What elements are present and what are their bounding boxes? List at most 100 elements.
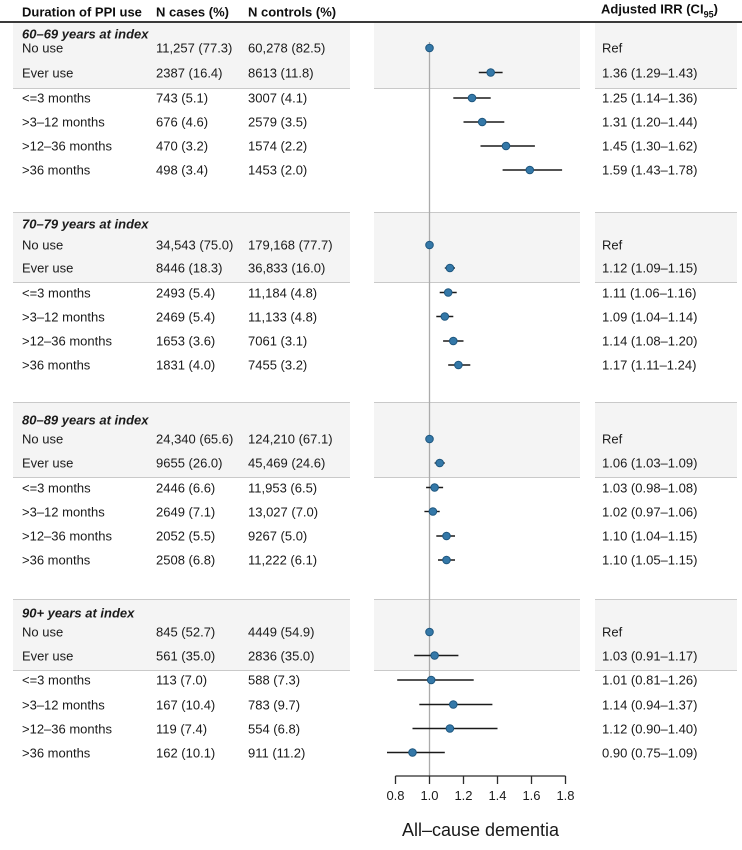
row-irr-value: 1.11 (1.06–1.16) (602, 285, 697, 300)
section-band (594, 23, 737, 88)
row-n-cases: 113 (7.0) (156, 672, 208, 688)
section-inner-rule (13, 87, 350, 89)
point-marker (449, 700, 458, 709)
section-top-rule (13, 402, 350, 403)
row-label-duration: No use (22, 40, 64, 56)
row-n-controls: 11,953 (6.5) (248, 480, 318, 495)
section-inner-rule (594, 477, 737, 478)
section-inner-rule (13, 282, 350, 283)
point-marker (428, 507, 438, 516)
section-inner-rule (594, 87, 737, 89)
row-n-cases: 2387 (16.4) (156, 65, 223, 80)
row-label-duration: >12–36 months (22, 138, 112, 154)
row-n-cases: 2508 (6.8) (156, 552, 216, 568)
section-band (373, 600, 580, 670)
row-n-cases: 9655 (26.0) (156, 455, 223, 471)
point-marker (443, 288, 453, 297)
row-irr-value: 1.25 (1.14–1.36) (602, 90, 698, 106)
x-axis-tick-label: 0.8 (386, 788, 404, 803)
row-label-duration: <=3 months (22, 672, 91, 688)
row-n-cases: 676 (4.6) (156, 114, 209, 130)
row-label-duration: >36 months (22, 357, 91, 373)
row-irr-value: 1.45 (1.30–1.62) (602, 138, 698, 154)
row-label-duration: >12–36 months (22, 333, 112, 349)
row-label-duration: >3–12 months (22, 309, 105, 324)
row-irr-value: Ref (602, 237, 623, 253)
section-title: 60–69 years at index (22, 26, 149, 41)
section-title: 80–89 years at index (22, 412, 149, 427)
row-n-controls: 783 (9.7) (248, 697, 301, 712)
section-band (594, 600, 737, 670)
header-n-controls: N controls (%) (248, 4, 337, 20)
section-inner-rule (13, 670, 350, 671)
section-band (373, 213, 580, 282)
row-label-duration: >36 months (22, 162, 91, 178)
row-irr-value: Ref (602, 431, 623, 447)
row-label-duration: Ever use (22, 65, 74, 80)
row-label-duration: <=3 months (22, 90, 91, 106)
header-duration: Duration of PPI use (22, 4, 142, 20)
row-n-controls: 36,833 (16.0) (248, 260, 326, 276)
section-title: 70–79 years at index (22, 216, 149, 231)
row-label-duration: Ever use (22, 648, 74, 663)
row-irr-value: 1.14 (1.08–1.20) (602, 333, 698, 349)
section-top-rule (594, 212, 737, 213)
row-n-controls: 1453 (2.0) (248, 162, 308, 178)
row-label-duration: >3–12 months (22, 504, 105, 519)
row-n-cases: 11,257 (77.3) (156, 40, 233, 56)
row-label-duration: No use (22, 431, 64, 447)
row-irr-value: 1.10 (1.04–1.15) (602, 528, 698, 544)
point-marker (408, 748, 417, 757)
row-irr-value: 1.02 (0.97–1.06) (602, 504, 698, 519)
row-irr-value: 1.14 (0.94–1.37) (602, 697, 698, 712)
point-marker (477, 117, 487, 127)
point-marker (467, 93, 477, 103)
row-n-controls: 13,027 (7.0) (248, 504, 319, 519)
point-marker (442, 555, 451, 565)
row-irr-value: 1.36 (1.29–1.43) (602, 65, 698, 80)
row-label-duration: >3–12 months (22, 697, 105, 712)
row-irr-value: 1.59 (1.43–1.78) (602, 162, 698, 178)
section-top-rule (373, 402, 580, 403)
row-label-duration: No use (22, 624, 64, 640)
row-n-controls: 2579 (3.5) (248, 114, 308, 130)
row-irr-value: Ref (602, 40, 623, 56)
row-irr-value: 1.10 (1.05–1.15) (602, 552, 698, 568)
row-n-cases: 8446 (18.3) (156, 260, 223, 276)
row-n-cases: 845 (52.7) (156, 624, 216, 640)
row-n-cases: 2649 (7.1) (156, 504, 216, 519)
row-n-controls: 11,222 (6.1) (248, 552, 318, 568)
section-inner-rule (373, 670, 580, 671)
row-n-controls: 8613 (11.8) (248, 65, 314, 80)
row-n-cases: 167 (10.4) (156, 697, 216, 712)
row-n-cases: 119 (7.4) (156, 721, 208, 736)
row-n-controls: 911 (11.2) (248, 745, 306, 760)
point-marker (525, 165, 535, 175)
header-adjusted-irr: Adjusted IRR (CI95) (601, 3, 718, 22)
point-marker (430, 483, 439, 492)
section-top-rule (373, 212, 580, 213)
row-n-controls: 179,168 (77.7) (248, 237, 333, 253)
section-band (373, 403, 580, 477)
row-irr-value: 1.06 (1.03–1.09) (602, 455, 698, 471)
row-irr-value: Ref (602, 624, 623, 640)
x-axis-tick-label: 1.0 (420, 788, 438, 803)
row-n-cases: 561 (35.0) (156, 648, 216, 663)
row-n-controls: 124,210 (67.1) (248, 431, 333, 447)
point-marker (454, 360, 463, 370)
section-band (373, 23, 580, 88)
row-irr-value: 1.12 (0.90–1.40) (602, 721, 698, 736)
row-label-duration: >36 months (22, 745, 91, 760)
row-n-controls: 7455 (3.2) (248, 357, 308, 373)
row-n-controls: 11,184 (4.8) (248, 285, 318, 300)
row-irr-value: 1.03 (0.91–1.17) (602, 648, 698, 663)
section-band (594, 403, 737, 477)
row-irr-value: 1.12 (1.09–1.15) (602, 260, 698, 276)
row-n-cases: 498 (3.4) (156, 162, 209, 178)
row-irr-value: 1.09 (1.04–1.14) (602, 309, 698, 324)
row-n-cases: 1653 (3.6) (156, 333, 216, 349)
row-n-cases: 34,543 (75.0) (156, 237, 234, 253)
row-label-duration: >12–36 months (22, 528, 112, 544)
section-inner-rule (13, 477, 350, 478)
